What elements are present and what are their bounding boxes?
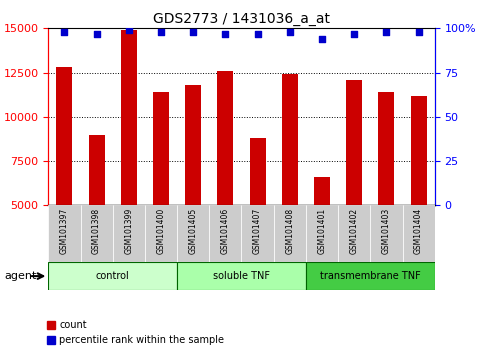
Title: GDS2773 / 1431036_a_at: GDS2773 / 1431036_a_at [153,12,330,26]
Point [125,27,133,33]
Point [60,29,68,35]
Text: soluble TNF: soluble TNF [213,271,270,281]
Point [350,31,358,36]
Point [318,36,326,42]
Point [222,31,229,36]
Bar [282,74,298,205]
Point [415,29,423,35]
FancyBboxPatch shape [209,205,242,262]
Bar [411,96,426,205]
FancyBboxPatch shape [242,205,274,262]
Text: GSM101399: GSM101399 [124,208,133,255]
Bar [185,85,201,205]
Text: GSM101401: GSM101401 [317,208,327,254]
FancyBboxPatch shape [177,262,306,290]
Point [286,29,294,35]
FancyBboxPatch shape [48,262,177,290]
Text: control: control [96,271,129,281]
Bar [217,71,233,205]
Text: GSM101397: GSM101397 [60,208,69,255]
Point [254,31,261,36]
Text: GSM101408: GSM101408 [285,208,294,254]
Bar [346,80,362,205]
FancyBboxPatch shape [113,205,145,262]
Bar [314,177,330,205]
Bar [88,135,105,205]
Legend: count, percentile rank within the sample: count, percentile rank within the sample [43,316,228,349]
Point [383,29,390,35]
Text: GSM101406: GSM101406 [221,208,230,255]
FancyBboxPatch shape [402,205,435,262]
Text: GSM101403: GSM101403 [382,208,391,255]
Point [93,31,100,36]
Bar [57,67,72,205]
Text: agent: agent [5,271,37,281]
FancyBboxPatch shape [145,205,177,262]
FancyBboxPatch shape [370,205,402,262]
Bar [250,138,266,205]
FancyBboxPatch shape [81,205,113,262]
FancyBboxPatch shape [338,205,370,262]
Text: GSM101400: GSM101400 [156,208,166,255]
Text: GSM101402: GSM101402 [350,208,359,254]
FancyBboxPatch shape [177,205,209,262]
Text: GSM101404: GSM101404 [414,208,423,255]
Point [189,29,197,35]
Text: GSM101405: GSM101405 [189,208,198,255]
FancyBboxPatch shape [274,205,306,262]
Text: GSM101407: GSM101407 [253,208,262,255]
FancyBboxPatch shape [306,205,338,262]
Point [157,29,165,35]
FancyBboxPatch shape [306,262,435,290]
Bar [378,92,395,205]
Text: GSM101398: GSM101398 [92,208,101,254]
Bar [153,92,169,205]
Text: transmembrane TNF: transmembrane TNF [320,271,421,281]
FancyBboxPatch shape [48,205,81,262]
Bar [121,30,137,205]
